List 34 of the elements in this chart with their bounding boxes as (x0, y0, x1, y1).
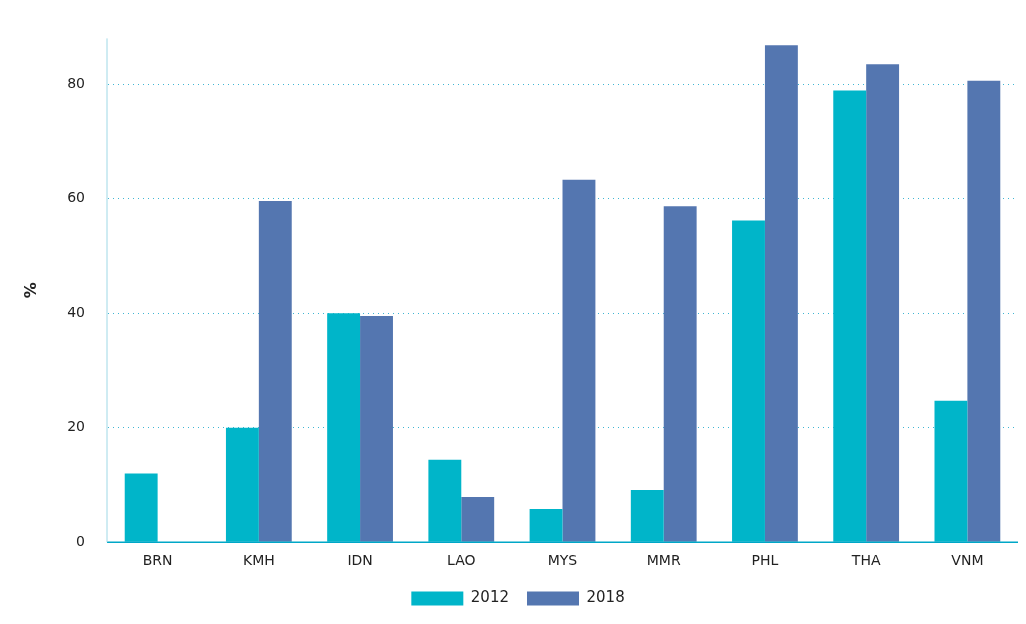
bar (833, 90, 867, 542)
bar (258, 200, 292, 542)
x-tick-label: MYS (547, 552, 578, 569)
y-tick-label: 0 (76, 532, 86, 549)
x-tick-label: LAO (447, 552, 476, 569)
bar (562, 179, 596, 542)
bar (630, 490, 664, 542)
legend-label: 2012 (470, 588, 510, 607)
bar (732, 220, 765, 542)
legend-label: 2018 (586, 588, 625, 607)
x-tick-label: THA (850, 552, 881, 569)
y-axis-title: % (20, 282, 40, 299)
x-tick-label: BRN (142, 552, 173, 569)
y-tick-label: 40 (67, 303, 86, 320)
bar (764, 45, 798, 542)
bar (327, 313, 361, 542)
bar (529, 509, 563, 542)
bar (461, 496, 495, 542)
y-tick-label: 60 (67, 189, 86, 206)
bar (360, 316, 393, 542)
y-tick-label: 80 (67, 74, 86, 91)
x-tick-label: MMR (646, 552, 681, 569)
bar (663, 206, 697, 542)
x-tick-label: IDN (347, 552, 373, 569)
bar (428, 459, 462, 542)
x-tick-label: VNM (951, 552, 984, 569)
bar (866, 64, 900, 542)
y-tick-label: 20 (67, 418, 86, 435)
bar (934, 400, 968, 542)
bar (225, 427, 259, 542)
bar (124, 473, 158, 542)
x-tick-label: KMH (242, 552, 275, 569)
x-tick-label: PHL (751, 552, 779, 569)
bar (967, 80, 1001, 542)
